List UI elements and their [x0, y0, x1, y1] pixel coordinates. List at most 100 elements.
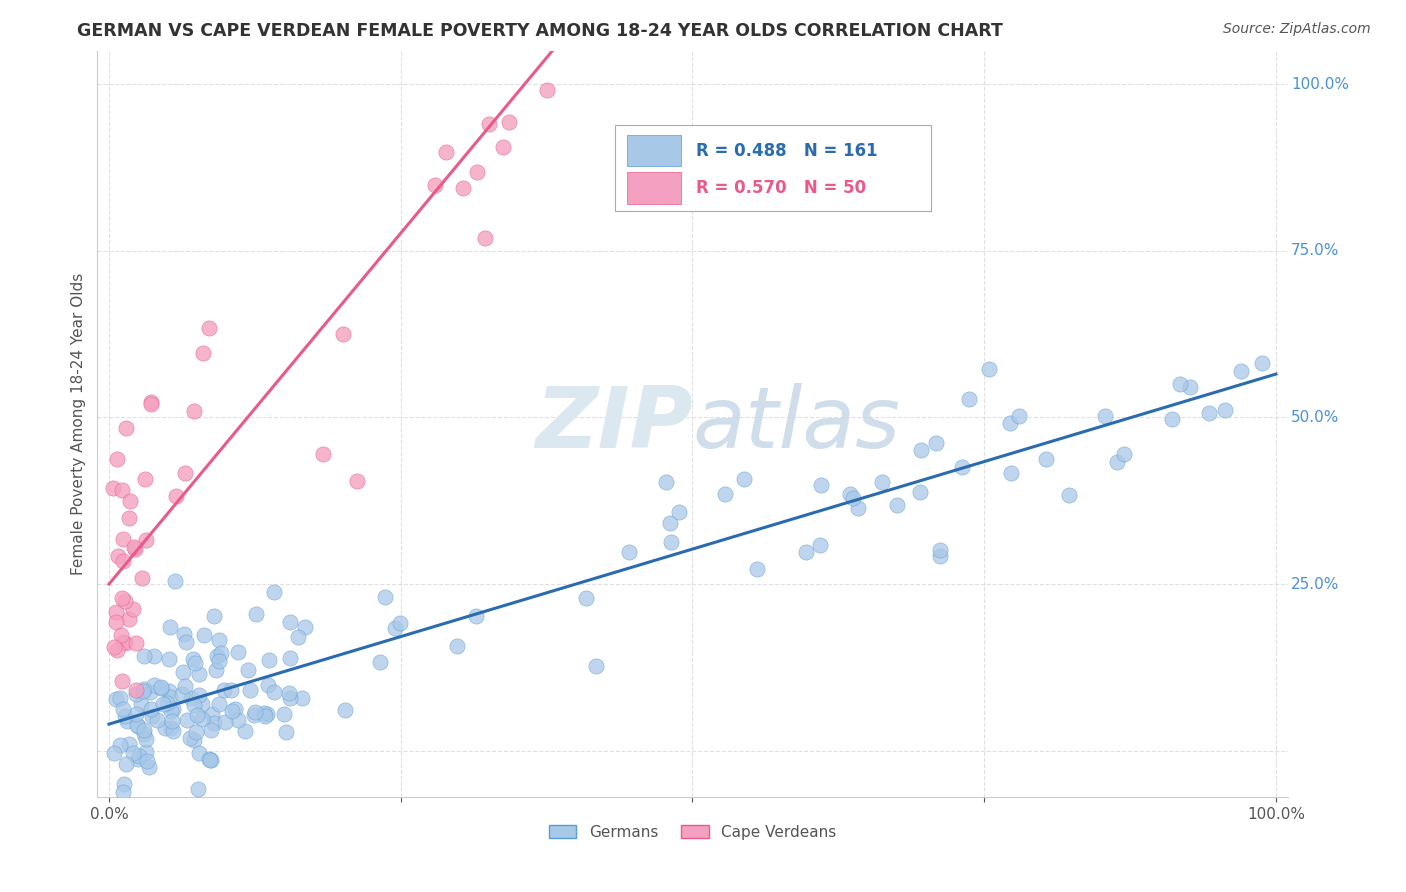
Point [842, 491, 865, 505]
Point [655, 475, 678, 489]
Text: ZIP: ZIP [534, 383, 693, 466]
Point [1178, 380, 1201, 394]
Point [122, 540, 145, 554]
Point [162, 702, 184, 716]
Point [1168, 376, 1191, 391]
Point [214, 715, 236, 730]
Point [668, 505, 690, 519]
Point [112, 635, 135, 649]
Point [658, 516, 681, 530]
Point [202, 609, 225, 624]
Point [253, 709, 276, 723]
Point [1198, 406, 1220, 420]
Point [465, 609, 488, 624]
Point [122, 746, 145, 760]
Point [139, 394, 162, 409]
Point [150, 681, 173, 695]
Point [346, 475, 368, 489]
FancyBboxPatch shape [627, 172, 681, 203]
Point [585, 659, 607, 673]
Point [198, 752, 221, 766]
FancyBboxPatch shape [627, 135, 681, 167]
Point [924, 436, 946, 450]
Point [423, 178, 446, 192]
Point [173, 627, 195, 641]
Point [174, 466, 197, 480]
Point [127, 752, 149, 766]
Point [446, 640, 468, 654]
Point [794, 545, 817, 559]
Point [159, 620, 181, 634]
Point [108, 691, 131, 706]
Point [159, 721, 181, 735]
Point [155, 696, 177, 710]
Point [172, 665, 194, 679]
Point [174, 680, 197, 694]
Point [125, 636, 148, 650]
Point [110, 628, 132, 642]
Point [226, 713, 249, 727]
Point [105, 451, 128, 466]
Point [453, 180, 475, 194]
Point [127, 719, 149, 733]
Point [205, 649, 228, 664]
Point [124, 687, 146, 701]
Point [104, 605, 127, 619]
Point [714, 486, 737, 500]
Text: 25.0%: 25.0% [1291, 576, 1340, 591]
Point [187, 746, 209, 760]
Point [808, 538, 831, 552]
Point [132, 649, 155, 664]
Point [111, 785, 134, 799]
Text: Source: ZipAtlas.com: Source: ZipAtlas.com [1223, 22, 1371, 37]
Point [114, 709, 136, 723]
Point [159, 704, 181, 718]
Point [125, 707, 148, 722]
Point [183, 698, 205, 712]
Point [104, 692, 127, 706]
Point [1213, 403, 1236, 417]
Point [256, 707, 278, 722]
Point [263, 685, 285, 699]
Point [117, 737, 139, 751]
Point [186, 707, 208, 722]
Point [498, 115, 520, 129]
Point [118, 494, 141, 508]
Point [256, 678, 278, 692]
Point [129, 697, 152, 711]
Point [118, 612, 141, 626]
Point [276, 724, 298, 739]
Point [384, 621, 406, 635]
Point [103, 640, 125, 654]
Point [226, 645, 249, 659]
Point [1057, 488, 1080, 502]
Point [186, 725, 208, 739]
Point [180, 691, 202, 706]
Point [205, 664, 228, 678]
Point [111, 591, 134, 606]
Point [294, 620, 316, 634]
Point [108, 738, 131, 752]
Point [278, 615, 301, 629]
Point [112, 702, 135, 716]
Point [208, 654, 231, 668]
Point [114, 420, 136, 434]
FancyBboxPatch shape [614, 126, 931, 211]
Point [141, 702, 163, 716]
Point [193, 628, 215, 642]
Point [191, 346, 214, 360]
Point [198, 320, 221, 334]
Point [114, 594, 136, 608]
Point [159, 690, 181, 705]
Point [278, 651, 301, 665]
Point [1114, 447, 1136, 461]
Point [389, 616, 412, 631]
Point [474, 231, 496, 245]
Point [332, 327, 354, 342]
Text: 100.0%: 100.0% [1291, 77, 1350, 92]
Y-axis label: Female Poverty Among 18-24 Year Olds: Female Poverty Among 18-24 Year Olds [72, 273, 86, 575]
Point [291, 690, 314, 705]
Point [103, 746, 125, 760]
Point [910, 443, 932, 458]
Point [157, 652, 180, 666]
